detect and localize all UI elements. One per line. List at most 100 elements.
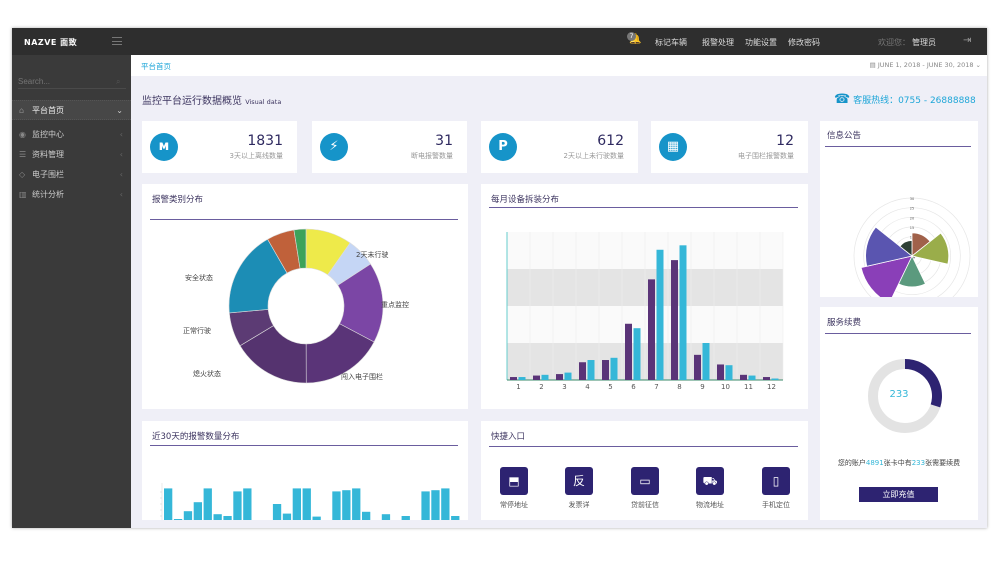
quick-label[interactable]: 手机定位 [762, 501, 790, 509]
search-icon[interactable]: ⌕ [116, 77, 121, 86]
bar [193, 502, 202, 520]
bar [656, 249, 664, 380]
truck-icon[interactable]: ⛟ [696, 467, 724, 495]
stat-value: 612 [597, 133, 624, 149]
sidebar-item-label: 电子围栏 [32, 170, 64, 179]
bar [441, 488, 450, 520]
nav-settings[interactable]: 功能设置 [745, 38, 777, 47]
fence-icon: ▦ [659, 133, 687, 161]
bar [533, 375, 540, 380]
ring-label: 25 [910, 207, 914, 211]
stat-card-offline: ᴍ 1831 3天以上离线数量 [142, 121, 297, 173]
invoice-icon[interactable]: 反 [565, 467, 593, 495]
logo: NAZVE 面致 [24, 38, 78, 47]
x-tick-label: 4 [585, 383, 590, 391]
bar [518, 377, 526, 380]
sidebar-item-stats[interactable]: ▥ 统计分析 ‹ [12, 185, 131, 205]
card-title: 每月设备拆装分布 [491, 195, 560, 205]
search-input[interactable] [18, 75, 126, 89]
nav-alarm-handling[interactable]: 报警处理 [702, 38, 734, 47]
bar [625, 323, 632, 380]
bar [342, 490, 351, 520]
slice-label: 重点监控 [381, 301, 409, 309]
bar [183, 511, 193, 520]
bar [381, 514, 391, 520]
bar [292, 488, 301, 520]
service-renewal-card: 服务续费 233 您的账户4891张卡中有233张需要续费 立即充值 [820, 307, 978, 520]
x-tick-label: 11 [744, 383, 753, 391]
sidebar-item-home[interactable]: ⌂ 平台首页 ⌄ [12, 100, 131, 120]
x-tick-label: 3 [562, 383, 566, 391]
sidebar-item-monitoring[interactable]: ◉ 监控中心 ‹ [12, 125, 131, 145]
renewal-text: 您的账户4891张卡中有233张需要续费 [837, 459, 961, 467]
bar [421, 491, 430, 520]
info-polar-chart: 51015202530 [853, 197, 971, 297]
bookmark-icon[interactable]: ⬒ [500, 467, 528, 495]
breadcrumb[interactable]: 平台首页 [141, 62, 171, 71]
date-range-text: JUNE 1, 2018 - JUNE 30, 2018 [877, 61, 974, 69]
bar [717, 364, 724, 380]
bar [702, 343, 710, 380]
telephone-icon: ☎ [834, 92, 851, 107]
alarm-category-card: 报警类别分布 2天未行驶 重点监控 闯入电子围栏 熄火状态 正常行驶 安全状态 [142, 184, 468, 409]
logout-icon[interactable]: ⇥ [963, 35, 972, 46]
card-title: 快捷入口 [491, 432, 526, 442]
bar [633, 328, 641, 380]
polar-sector [860, 255, 913, 297]
sidebar-item-fence[interactable]: ◇ 电子围栏 ‹ [12, 165, 131, 185]
ring-label: 20 [910, 216, 914, 220]
bar [725, 365, 733, 380]
slice-label: 熄火状态 [193, 370, 221, 378]
bar [648, 279, 655, 380]
scan-frame-icon[interactable]: ▭ [631, 467, 659, 495]
info-notice-card: 信息公告 51015202530 [820, 121, 978, 297]
recharge-button[interactable]: 立即充值 [859, 487, 938, 502]
bar [771, 378, 779, 380]
stat-label: 电子围栏报警数量 [738, 152, 794, 160]
calendar-icon: ▤ [869, 61, 878, 69]
bar [451, 516, 460, 520]
x-tick-label: 1 [516, 383, 520, 391]
stat-label: 断电报警数量 [411, 152, 453, 160]
bar [556, 374, 563, 380]
bar [748, 375, 756, 380]
quick-label[interactable]: 贷前征信 [631, 501, 659, 509]
bar [679, 245, 687, 380]
phone-icon[interactable]: ▯ [762, 467, 790, 495]
quick-label[interactable]: 常停地址 [500, 501, 528, 509]
bar [587, 360, 595, 380]
menu-toggle-icon[interactable] [112, 37, 122, 45]
date-range-picker[interactable]: ▤ JUNE 1, 2018 - JUNE 30, 2018 ⌄ [869, 61, 981, 69]
slice-label: 安全状态 [185, 274, 213, 282]
nav-change-password[interactable]: 修改密码 [788, 38, 820, 47]
nav-mark-vehicle[interactable]: 标记车辆 [655, 38, 687, 47]
sidebar-item-data[interactable]: ☰ 资料管理 ‹ [12, 145, 131, 165]
notification-badge: 7 [627, 32, 636, 41]
bar [173, 519, 183, 520]
polar-ring [863, 207, 961, 297]
x-tick-label: 5 [608, 383, 612, 391]
slice-label: 正常行驶 [183, 327, 211, 335]
x-tick-label: 9 [700, 383, 704, 391]
sidebar-item-label: 资料管理 [32, 150, 64, 159]
chevron-down-icon: ⌄ [116, 106, 123, 115]
user-name[interactable]: 管理员 [912, 38, 936, 47]
bar [401, 516, 410, 520]
quick-entry-card: 快捷入口 ⬒ 反 ▭ ⛟ ▯ 常停地址 发票详 贷前征信 物流地址 手机定位 [481, 421, 808, 520]
bar [510, 377, 517, 380]
stat-card-idle: P 612 2天以上未行驶数量 [481, 121, 638, 173]
bar [233, 491, 242, 520]
x-tick-label: 8 [677, 383, 681, 391]
quick-label[interactable]: 发票详 [568, 501, 590, 509]
bar-chart-icon: ▥ [19, 190, 27, 199]
stat-value: 31 [435, 133, 453, 149]
top-bar: NAZVE 面致 🔔 7 标记车辆 报警处理 功能设置 修改密码 欢迎您： 管理员… [12, 28, 987, 55]
quick-label[interactable]: 物流地址 [696, 501, 724, 509]
parking-icon: P [489, 133, 517, 161]
bell-icon[interactable]: 🔔 7 [627, 32, 642, 45]
stat-value: 12 [776, 133, 794, 149]
alarm-category-donut [228, 228, 384, 384]
bar [282, 513, 292, 520]
x-tick-label: 6 [631, 383, 636, 391]
x-tick-label: 7 [654, 383, 658, 391]
